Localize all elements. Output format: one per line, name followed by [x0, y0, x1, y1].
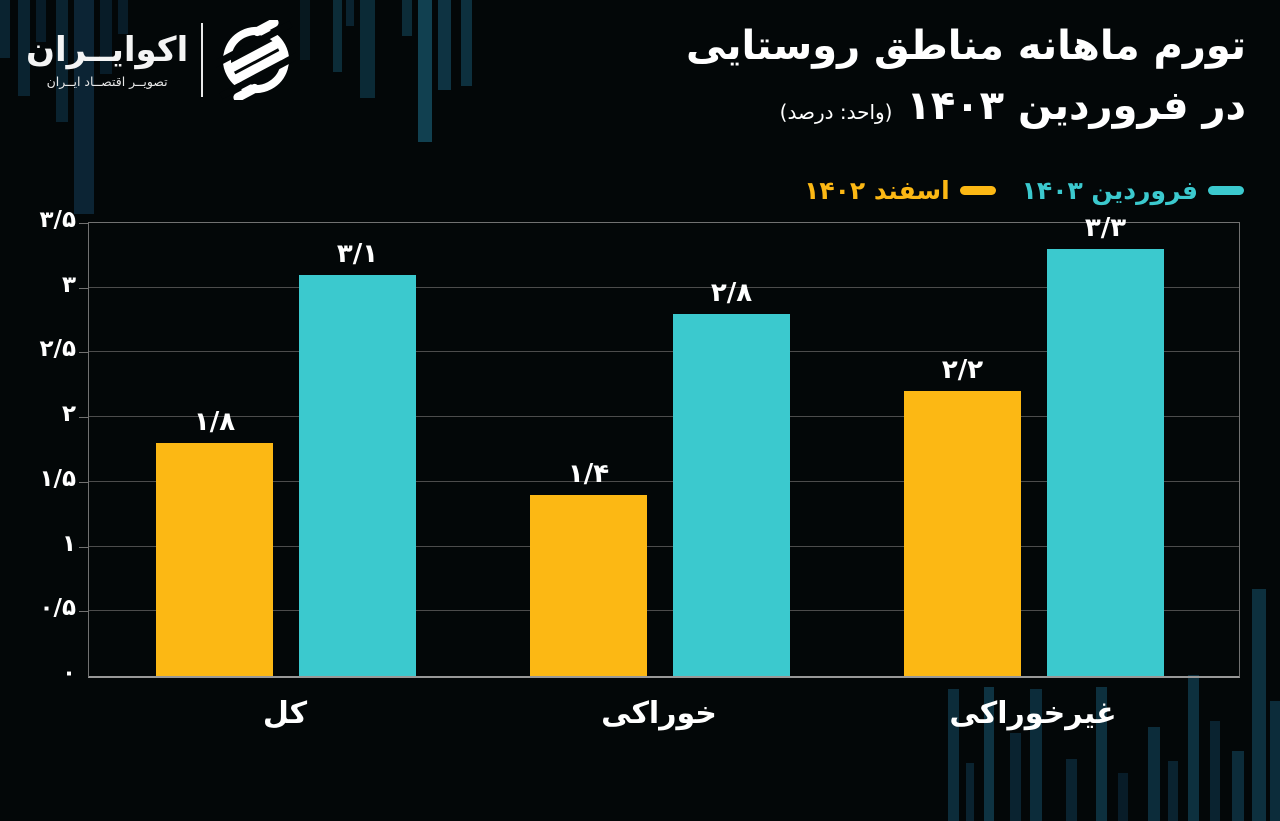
bar-previous-month-0 [156, 443, 273, 676]
bar-value-label: ۳/۱ [336, 238, 379, 269]
decor-bar [984, 687, 994, 821]
y-axis-tick-mark [79, 352, 88, 354]
x-category-label: خوراکی [601, 696, 717, 731]
decor-bar [56, 0, 68, 122]
legend-label: فروردین ۱۴۰۳ [1021, 176, 1198, 205]
legend-marker [1208, 186, 1244, 195]
decor-bar [1010, 733, 1021, 821]
bar-value-label: ۱/۴ [567, 458, 610, 489]
decor-bar [1096, 687, 1107, 821]
gridline [89, 351, 1239, 353]
x-category-label: غیرخوراکی [949, 696, 1117, 731]
x-axis-labels: کل خوراکی غیرخوراکی [88, 690, 1238, 740]
title-line-1: تورم ماهانه مناطق روستایی [686, 23, 1246, 69]
decor-bar [402, 0, 412, 36]
y-tick-label: ۱/۵ [39, 465, 76, 492]
legend-label: اسفند ۱۴۰۲ [804, 176, 950, 205]
ecoiran-globe-icon [216, 20, 297, 100]
decor-bar [1252, 589, 1266, 821]
unit-note: (واحد: درصد) [779, 100, 893, 124]
y-tick-label: ۱ [61, 530, 76, 557]
y-tick-label: ۳/۵ [39, 207, 76, 233]
decor-bar [1232, 751, 1244, 821]
plot-area: ۱/۸ ۳/۱ ۱/۴ ۲/۸ ۲/۲ ۳/۳ [79, 213, 1240, 678]
decor-bar [1168, 761, 1178, 821]
decor-bar [36, 0, 46, 42]
bar-value-label: ۲/۲ [941, 355, 984, 386]
bar-value-label: ۲/۸ [710, 277, 753, 308]
brand-text-block: اکوایــران تصویــر اقتصــاد ایــران [26, 30, 189, 89]
y-axis-tick-mark [79, 481, 88, 483]
decor-bar [1118, 773, 1128, 821]
decor-bar [1188, 675, 1199, 821]
gridline [89, 610, 1239, 612]
bar-current-month-2 [1047, 248, 1164, 676]
decor-bar [438, 0, 451, 90]
legend-marker [959, 186, 996, 195]
chart-title: تورم ماهانه مناطق روستایی در فروردین ۱۴۰… [686, 22, 1246, 130]
y-axis-tick-mark [79, 546, 88, 548]
bar-current-month-0 [299, 274, 416, 676]
decor-bar [418, 0, 432, 142]
y-tick-label: ۲/۵ [39, 336, 76, 363]
decor-bar [1030, 689, 1042, 821]
decor-bar [74, 0, 94, 214]
y-tick-label: ۳ [61, 271, 76, 298]
gridline [89, 480, 1239, 482]
chart-legend: فروردین ۱۴۰۳ اسفند ۱۴۰۲ [804, 176, 1244, 205]
decor-bar [346, 0, 354, 26]
gridline [89, 286, 1239, 288]
decor-bar [118, 0, 128, 34]
decor-bar [1066, 759, 1077, 821]
brand-tagline: تصویــر اقتصــاد ایــران [46, 73, 168, 89]
decor-bar [0, 0, 10, 58]
y-tick-label: ۰ [61, 660, 76, 686]
decor-bar [300, 0, 310, 60]
brand-name: اکوایــران [26, 30, 189, 71]
bar-current-month-1 [673, 313, 790, 676]
decor-bar [966, 763, 974, 821]
bar-value-label: ۱/۸ [193, 407, 236, 438]
decor-bar [18, 0, 30, 96]
y-axis-tick-mark [79, 417, 88, 419]
decor-bar [948, 689, 959, 821]
title-line-2-text: در فروردین ۱۴۰۳ [906, 83, 1246, 129]
title-line-2: در فروردین ۱۴۰۳ (واحد: درصد) [686, 82, 1246, 130]
gridline [89, 416, 1239, 418]
bar-previous-month-2 [904, 391, 1021, 676]
y-tick-label: ۲ [61, 401, 76, 428]
brand-logo: اکوایــران تصویــر اقتصــاد ایــران [26, 20, 297, 100]
bar-value-label: ۳/۳ [1084, 212, 1127, 243]
decor-bar [1270, 701, 1280, 821]
legend-item: فروردین ۱۴۰۳ [1022, 176, 1244, 205]
decor-bar [100, 0, 112, 74]
legend-item: اسفند ۱۴۰۲ [804, 176, 996, 205]
decor-bar [461, 0, 472, 86]
decor-bar [1148, 727, 1160, 821]
y-axis-tick-mark [79, 223, 88, 224]
logo-divider [201, 23, 204, 97]
y-tick-label: ۰/۵ [39, 595, 76, 622]
bar-previous-month-1 [530, 494, 647, 676]
y-axis-tick-mark [79, 287, 88, 289]
decor-bar [360, 0, 375, 98]
decor-bar [333, 0, 342, 72]
x-category-label: کل [262, 696, 308, 731]
y-axis-tick-mark [79, 611, 88, 613]
gridline [89, 545, 1239, 547]
decor-bar [1210, 721, 1220, 821]
